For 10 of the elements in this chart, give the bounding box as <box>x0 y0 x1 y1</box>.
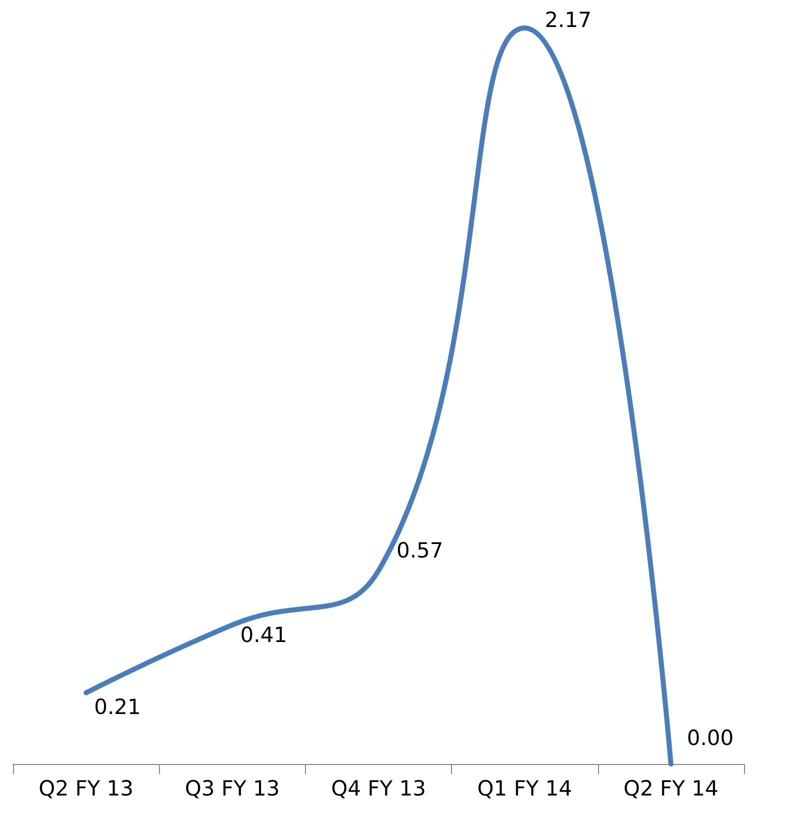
data-label: 0.57 <box>396 538 444 563</box>
data-label: 2.17 <box>544 8 592 32</box>
x-tick-label: Q1 FY 14 <box>477 776 572 800</box>
data-label: 0.21 <box>94 694 141 719</box>
x-tick-label: Q2 FY 13 <box>38 776 134 800</box>
data-label: 0.41 <box>240 622 288 647</box>
x-tick-label: Q4 FY 13 <box>331 776 426 800</box>
x-tick-label: Q2 FY 14 <box>623 776 718 800</box>
data-label: 0.00 <box>686 726 734 750</box>
x-tick-label: Q3 FY 13 <box>184 776 280 800</box>
